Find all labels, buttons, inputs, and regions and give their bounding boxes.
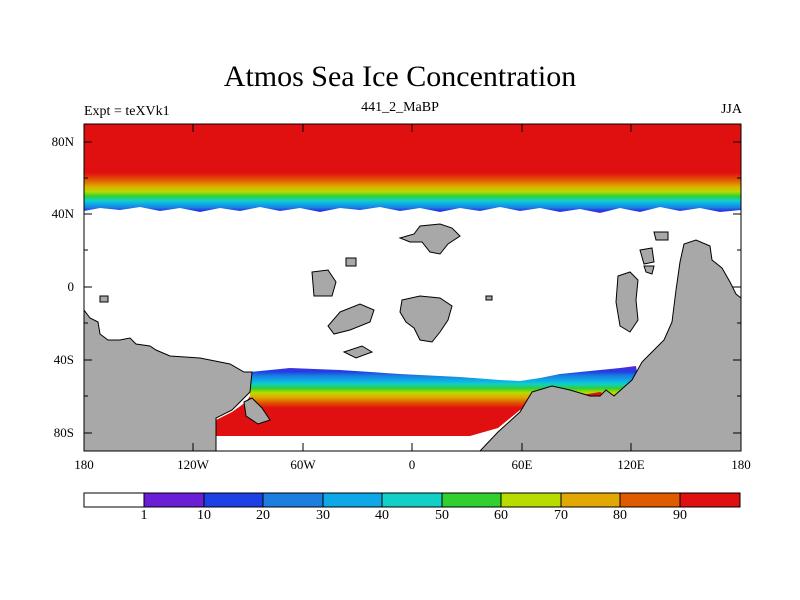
colorbar-label: 20 [256,508,270,523]
land-island-west [311,269,337,297]
x-tick-label: 60W [290,457,316,472]
land-island-center [399,295,453,343]
colorbar-segment-3 [262,492,324,508]
southern-sea-ice [250,366,640,436]
colorbar-label: 30 [316,508,330,523]
x-tick-label: 0 [408,457,416,472]
land-west-continent [84,309,253,451]
southern-sea-ice-west-lobe [216,396,250,436]
map-plot-area [84,124,741,451]
land-island-east-small-2 [639,247,655,265]
northern-sea-ice [84,124,741,213]
colorbar-label: 50 [435,508,449,523]
colorbar-segment-5 [381,492,443,508]
colorbar-label: 10 [197,508,211,523]
map-subtitle: 441_2_MaBP [361,100,439,115]
colorbar-segment-9 [619,492,681,508]
colorbar-label: 1 [140,508,148,523]
colorbar-segment-0 [83,492,145,508]
land-island-east-small-3 [643,265,655,275]
colorbar [83,492,741,508]
x-tick-label: 120W [177,457,209,472]
y-tick-label: 40S [53,352,74,367]
land-antarctic-peninsula [243,397,271,425]
land-island-tiny-2 [485,295,493,301]
land-island-east-small-1 [653,231,669,241]
map-ticks [83,124,742,451]
colorbar-segment-4 [322,492,383,508]
colorbar-segment-7 [500,492,562,508]
x-tick-label: 180 [731,457,751,472]
x-tick-label: 180 [74,457,94,472]
y-tick-label: 80S [53,425,74,440]
land-island-east-large [615,271,639,333]
land-island-south-west [327,303,375,335]
y-tick-label: 40N [51,206,74,221]
colorbar-label: 60 [494,508,508,523]
experiment-label: Expt = teXVk1 [84,104,170,119]
colorbar-segment-1 [143,492,205,508]
colorbar-segment-2 [203,492,264,508]
colorbar-segment-8 [560,492,621,508]
land-island-tiny-3 [99,295,109,303]
colorbar-segment-6 [441,492,502,508]
y-tick-label: 0 [67,279,75,294]
land-island-south-small [342,345,374,359]
season-label: JJA [720,102,742,117]
colorbar-label: 40 [375,508,389,523]
x-tick-label: 120E [617,457,645,472]
colorbar-segment-10 [679,492,741,508]
x-tick-label: 60E [511,457,533,472]
map-title: Atmos Sea Ice Concentration [223,60,577,93]
land-east-continent [479,239,741,451]
land-island-center-north [398,223,461,255]
y-tick-label: 80N [51,134,74,149]
land-island-tiny-1 [345,257,357,267]
colorbar-label: 80 [613,508,627,523]
colorbar-label: 70 [554,508,568,523]
colorbar-label: 90 [673,508,687,523]
land-masses [84,223,741,451]
